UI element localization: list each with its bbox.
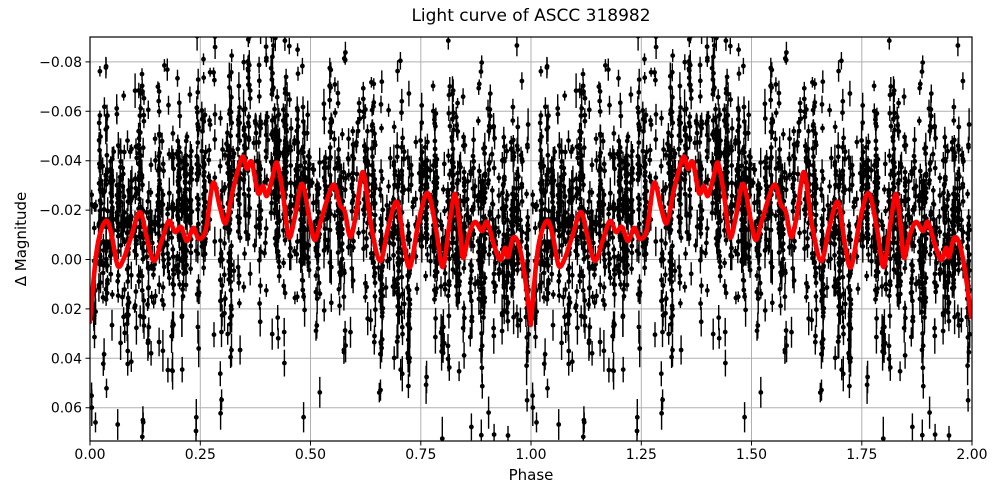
x-tick-label: 1.50 (736, 447, 767, 463)
data-points (90, 37, 972, 441)
y-tick-label: −0.08 (39, 55, 82, 71)
y-tick-label: 0.02 (51, 302, 82, 318)
y-tick-label: −0.02 (39, 203, 82, 219)
axis-ticks (85, 61, 973, 446)
x-tick-labels: 0.00 0.25 0.50 0.75 1.00 1.25 1.50 1.75 2.00 (74, 447, 987, 463)
x-tick-label: 0.25 (185, 447, 216, 463)
x-tick-label: 0.75 (405, 447, 436, 463)
observations-series (90, 37, 972, 441)
x-tick-label: 1.00 (515, 447, 546, 463)
y-tick-label: −0.06 (39, 104, 82, 120)
x-tick-label: 1.25 (626, 447, 657, 463)
y-tick-label: 0.00 (51, 253, 82, 269)
fit-line (90, 154, 972, 328)
y-tick-labels: −0.08 −0.06 −0.04 −0.02 0.00 0.02 0.04 0.06 (39, 55, 82, 417)
x-tick-label: 0.50 (295, 447, 326, 463)
x-tick-label: 0.00 (74, 447, 105, 463)
chart-title: Light curve of ASCC 318982 (411, 6, 651, 26)
y-tick-label: 0.04 (51, 351, 82, 367)
x-axis-label: Phase (508, 466, 554, 484)
plot-spines (89, 36, 973, 442)
x-tick-label: 2.00 (956, 447, 987, 463)
y-tick-label: −0.04 (39, 154, 82, 170)
y-tick-label: 0.06 (51, 401, 82, 417)
x-tick-label: 1.75 (846, 447, 877, 463)
